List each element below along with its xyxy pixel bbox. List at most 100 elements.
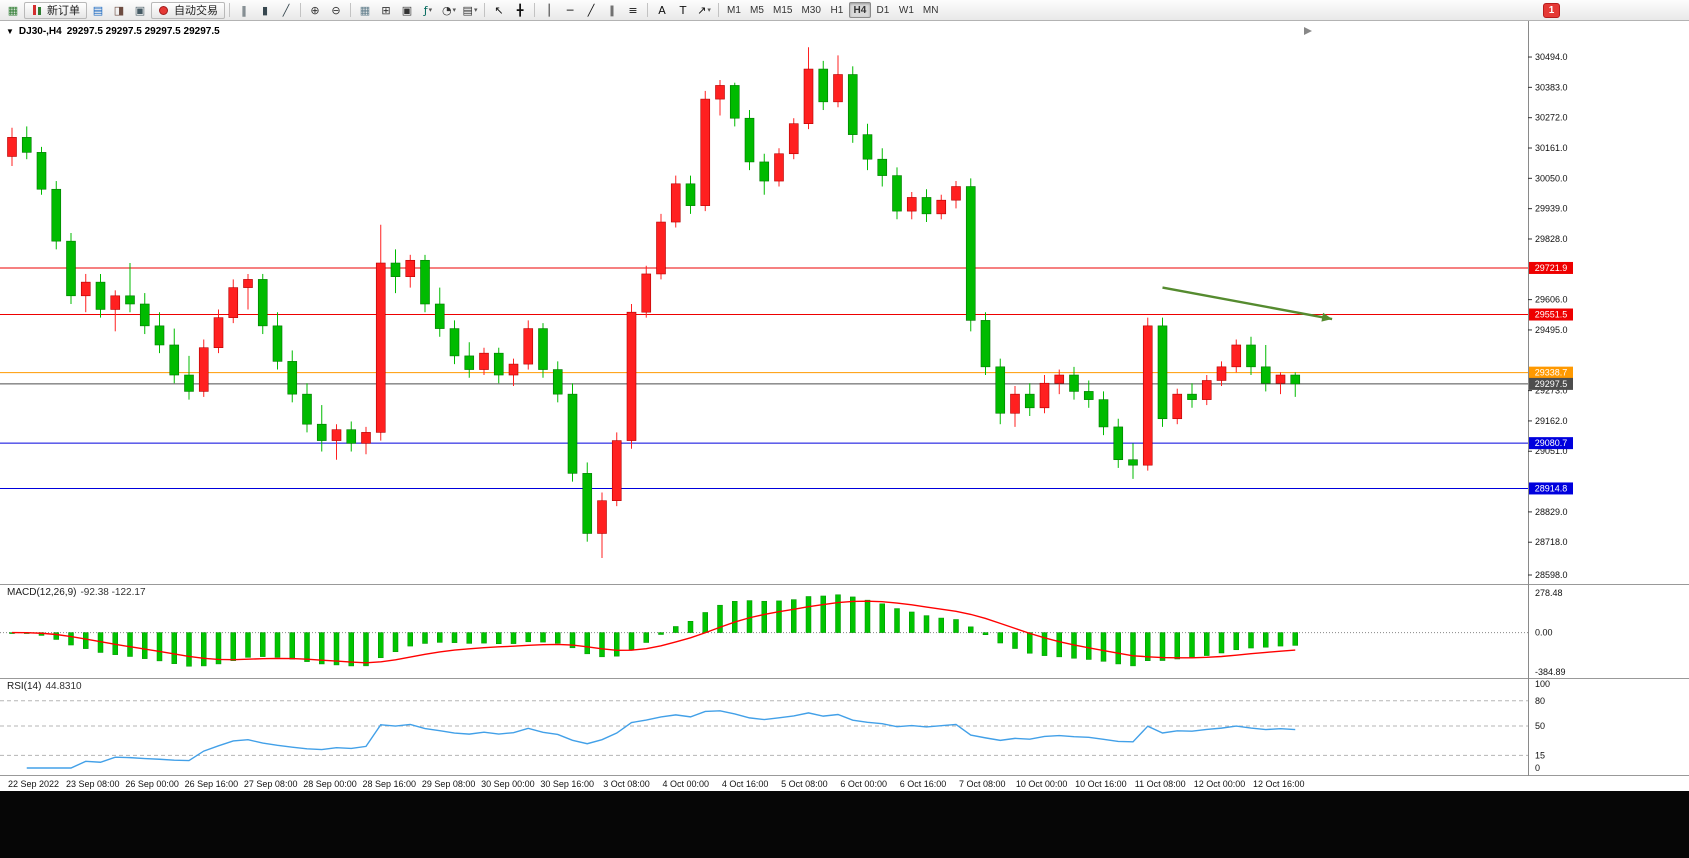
zoom-in-icon[interactable]: ⊕	[305, 2, 325, 19]
svg-text:29828.0: 29828.0	[1535, 234, 1568, 244]
time-label: 12 Oct 16:00	[1253, 779, 1305, 789]
time-label: 26 Sep 00:00	[125, 779, 179, 789]
time-label: 7 Oct 08:00	[959, 779, 1006, 789]
svg-text:28718.0: 28718.0	[1535, 537, 1568, 547]
macd-indicator-label: MACD(12,26,9) -92.38 -122.17	[7, 587, 146, 598]
time-label: 30 Sep 16:00	[540, 779, 594, 789]
symbol-ohlc-readout: ▼ DJ30-,H4 29297.5 29297.5 29297.5 29297…	[6, 26, 220, 37]
timeframe-m5-button[interactable]: M5	[746, 2, 768, 18]
time-label: 26 Sep 16:00	[184, 779, 239, 789]
time-label: 28 Sep 16:00	[362, 779, 417, 789]
line-chart-icon[interactable]: ╱	[276, 2, 296, 19]
svg-text:15: 15	[1535, 750, 1545, 760]
time-label: 27 Sep 08:00	[243, 779, 298, 789]
svg-text:0.00: 0.00	[1535, 628, 1553, 638]
arrows-icon[interactable]: ↗ ▾	[694, 2, 714, 19]
candlestick-series	[7, 47, 1301, 559]
auto-trading-button[interactable]: 自动交易	[151, 1, 225, 19]
equidistant-channel-icon[interactable]: ∥	[602, 2, 622, 19]
terminal-icon[interactable]: ▣	[130, 2, 150, 19]
timeframe-d1-button[interactable]: D1	[872, 2, 894, 18]
rsi-name: RSI(14)	[7, 681, 42, 692]
notifications-icon[interactable]: 1	[1543, 2, 1560, 18]
macd-values: -92.38 -122.17	[80, 587, 146, 598]
macd-histogram	[9, 594, 1298, 667]
macd-panel-canvas[interactable]: 278.48 0.00 -384.89	[0, 584, 1689, 678]
svg-text:29606.0: 29606.0	[1535, 295, 1568, 305]
market-watch-icon[interactable]: ▤	[88, 2, 108, 19]
bottom-bar	[0, 791, 1689, 858]
svg-text:29721.9: 29721.9	[1535, 263, 1568, 273]
chart-menu-arrow-icon[interactable]: ▼	[6, 27, 14, 36]
svg-text:29297.5: 29297.5	[1535, 379, 1568, 389]
bar-chart-icon[interactable]: ‖	[234, 2, 254, 19]
rsi-line	[26, 710, 1296, 769]
order-candles-icon	[31, 4, 43, 16]
timeframe-h1-button[interactable]: H1	[826, 2, 848, 18]
svg-text:29162.0: 29162.0	[1535, 416, 1568, 426]
svg-text:28829.0: 28829.0	[1535, 507, 1568, 517]
timeframe-w1-button[interactable]: W1	[895, 2, 918, 18]
new-order-button[interactable]: 新订单	[24, 1, 87, 19]
new-chart-icon[interactable]: ▦	[3, 2, 23, 19]
tile-windows-icon[interactable]: ⊞	[376, 2, 396, 19]
svg-text:30050.0: 30050.0	[1535, 173, 1568, 183]
svg-text:28598.0: 28598.0	[1535, 570, 1568, 580]
crosshair-icon[interactable]: ╋	[510, 2, 530, 19]
text-icon[interactable]: A	[652, 2, 672, 19]
navigator-icon[interactable]: ◨	[109, 2, 129, 19]
time-label: 4 Oct 16:00	[721, 779, 769, 789]
rsi-panel-canvas[interactable]: 100 80 50 15 0	[0, 678, 1689, 776]
templates-icon[interactable]: ▤ ▾	[460, 2, 480, 19]
time-axis: 22 Sep 2022 23 Sep 08:00 26 Sep 00:00 26 Se…	[0, 776, 1689, 791]
price-axis: 30494.0 30383.0 30272.0 30161.0 30050.0 29939…	[1528, 21, 1573, 584]
toolbar-separator	[350, 3, 351, 17]
rsi-value: 44.8310	[45, 681, 82, 692]
time-label: 5 Oct 08:00	[781, 779, 828, 789]
cursor-icon[interactable]: ↖	[489, 2, 509, 19]
svg-text:30272.0: 30272.0	[1535, 113, 1568, 123]
indicators-icon[interactable]: ƒ ▾	[418, 2, 438, 19]
time-label: 10 Oct 00:00	[1015, 779, 1068, 789]
timeframe-m30-button[interactable]: M30	[797, 2, 824, 18]
trendline-icon[interactable]: ╱	[581, 2, 601, 19]
chart-window: 30494.0 30383.0 30272.0 30161.0 30050.0 29939…	[0, 21, 1689, 791]
horizontal-line-icon[interactable]: ─	[560, 2, 580, 19]
timeframe-m15-button[interactable]: M15	[769, 2, 796, 18]
time-label: 28 Sep 00:00	[303, 779, 357, 789]
time-label: 12 Oct 00:00	[1193, 779, 1246, 789]
svg-text:29338.7: 29338.7	[1535, 368, 1568, 378]
svg-text:30383.0: 30383.0	[1535, 82, 1568, 92]
main-chart-canvas[interactable]: 30494.0 30383.0 30272.0 30161.0 30050.0 29939…	[0, 21, 1689, 584]
symbol-label: DJ30-,H4	[18, 26, 62, 37]
fibonacci-icon[interactable]: ≡	[623, 2, 643, 19]
svg-text:278.48: 278.48	[1535, 588, 1563, 598]
rsi-indicator-label: RSI(14) 44.8310	[7, 681, 82, 692]
timeframe-mn-button[interactable]: MN	[919, 2, 943, 18]
toolbar-separator	[718, 3, 719, 17]
grid-icon[interactable]: ▦	[355, 2, 375, 19]
svg-text:29495.0: 29495.0	[1535, 325, 1568, 335]
toolbar-separator	[534, 3, 535, 17]
cascade-windows-icon[interactable]: ▣	[397, 2, 417, 19]
timeframe-h4-button[interactable]: H4	[848, 2, 871, 18]
macd-signal-line	[11, 600, 1296, 664]
ohlc-values: 29297.5 29297.5 29297.5 29297.5	[66, 26, 220, 37]
svg-text:100: 100	[1535, 679, 1550, 689]
svg-text:30494.0: 30494.0	[1535, 52, 1568, 62]
svg-text:0: 0	[1535, 763, 1540, 773]
svg-text:-384.89: -384.89	[1535, 667, 1566, 677]
candlestick-chart-icon[interactable]: ▮	[255, 2, 275, 19]
chart-shift-marker[interactable]	[1304, 27, 1312, 35]
text-label-icon[interactable]: T	[673, 2, 693, 19]
periods-icon[interactable]: ◔ ▾	[439, 2, 459, 19]
toolbar-separator	[300, 3, 301, 17]
timeframe-m1-button[interactable]: M1	[723, 2, 745, 18]
zoom-out-icon[interactable]: ⊖	[326, 2, 346, 19]
toolbar-separator	[647, 3, 648, 17]
vertical-line-icon[interactable]: │	[539, 2, 559, 19]
trend-arrow[interactable]	[1162, 286, 1333, 322]
time-label: 23 Sep 08:00	[66, 779, 120, 789]
time-label: 6 Oct 16:00	[899, 779, 947, 789]
